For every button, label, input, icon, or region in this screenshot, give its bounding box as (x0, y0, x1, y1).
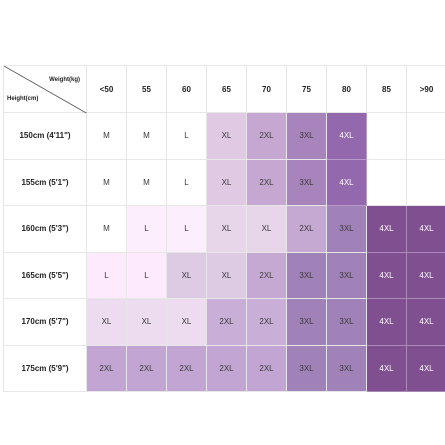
size-cell: 4XL (367, 252, 407, 299)
size-cell: 2XL (247, 113, 287, 160)
size-cell: XL (167, 299, 207, 346)
row-header: 150cm (4'11") (3, 113, 87, 160)
size-cell: XL (167, 252, 207, 299)
size-cell: XL (207, 252, 247, 299)
size-cell: M (127, 113, 167, 160)
size-cell: XL (207, 159, 247, 206)
size-cell: 3XL (327, 206, 367, 253)
size-cell: XL (207, 113, 247, 160)
size-cell: 4XL (367, 299, 407, 346)
size-cell (367, 159, 407, 206)
row-header: 165cm (5'5") (3, 252, 87, 299)
size-cell: 3XL (287, 299, 327, 346)
size-cell: 3XL (327, 252, 367, 299)
size-cell: 3XL (287, 159, 327, 206)
row-header: 170cm (5'7") (3, 299, 87, 346)
size-cell: XL (127, 299, 167, 346)
corner-top: Weight(kg) (49, 77, 80, 83)
size-cell: XL (87, 299, 127, 346)
size-cell: 2XL (247, 299, 287, 346)
size-cell: 4XL (407, 345, 445, 392)
size-cell: L (127, 252, 167, 299)
size-cell: 2XL (247, 345, 287, 392)
column-header: 60 (167, 65, 207, 113)
column-header: 85 (367, 65, 407, 113)
size-cell: 2XL (247, 252, 287, 299)
size-cell: 4XL (327, 159, 367, 206)
size-cell: 4XL (407, 206, 445, 253)
size-cell: M (127, 159, 167, 206)
size-cell: XL (207, 206, 247, 253)
row-header: 175cm (5'9") (3, 345, 87, 392)
corner-diagonal (4, 66, 88, 114)
column-header: 80 (327, 65, 367, 113)
size-cell: 2XL (247, 159, 287, 206)
size-cell: L (127, 206, 167, 253)
size-cell: L (87, 252, 127, 299)
row-header: 160cm (5'3") (3, 206, 87, 253)
size-cell: 3XL (327, 345, 367, 392)
size-cell: 4XL (407, 252, 445, 299)
size-cell: XL (247, 206, 287, 253)
size-cell: 2XL (207, 299, 247, 346)
size-cell: 3XL (327, 299, 367, 346)
size-cell: 3XL (287, 345, 327, 392)
size-cell: M (87, 206, 127, 253)
size-cell (407, 113, 445, 160)
size-cell: 4XL (367, 206, 407, 253)
size-cell (407, 159, 445, 206)
size-cell: L (167, 113, 207, 160)
row-header: 155cm (5'1") (3, 159, 87, 206)
size-cell: 4XL (367, 345, 407, 392)
size-cell: M (87, 113, 127, 160)
column-header: <50 (87, 65, 127, 113)
column-header: 55 (127, 65, 167, 113)
size-cell: 2XL (207, 345, 247, 392)
size-cell: M (87, 159, 127, 206)
column-header: 65 (207, 65, 247, 113)
column-header: >90 (407, 65, 445, 113)
size-cell: L (167, 159, 207, 206)
size-cell: 4XL (407, 299, 445, 346)
size-cell: L (167, 206, 207, 253)
column-header: 75 (287, 65, 327, 113)
corner-cell: Weight(kg) Height(cm) (3, 65, 88, 114)
size-cell: 2XL (87, 345, 127, 392)
size-cell: 4XL (327, 113, 367, 160)
corner-bottom: Height(cm) (7, 96, 39, 102)
size-cell: 3XL (287, 252, 327, 299)
size-cell: 2XL (287, 206, 327, 253)
size-cell (367, 113, 407, 160)
size-cell: 2XL (127, 345, 167, 392)
size-cell: 2XL (167, 345, 207, 392)
column-header: 70 (247, 65, 287, 113)
size-cell: 3XL (287, 113, 327, 160)
